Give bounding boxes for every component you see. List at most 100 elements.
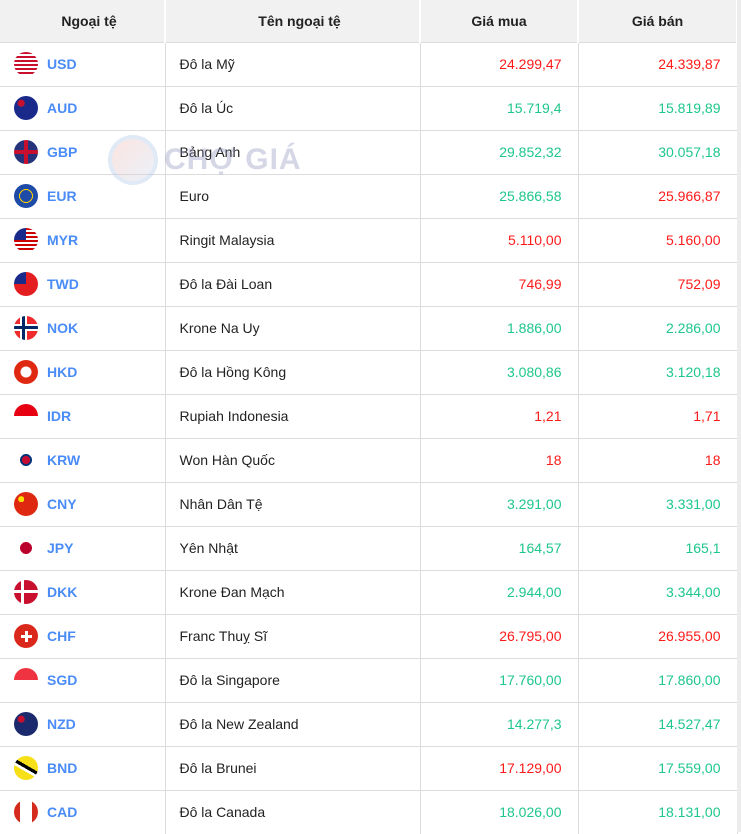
currency-name: Ringit Malaysia xyxy=(165,217,421,262)
sell-price: 14.527,47 xyxy=(578,701,738,746)
currency-code-cell: EUR xyxy=(0,173,166,218)
table-row: IDR Rupiah Indonesia 1,21 1,71 xyxy=(0,393,738,438)
currency-code-link[interactable]: IDR xyxy=(47,408,72,424)
currency-code-link[interactable]: JPY xyxy=(47,540,74,556)
sell-price: 15.819,89 xyxy=(578,85,738,130)
currency-code-cell: BND xyxy=(0,745,166,790)
currency-code-cell: TWD xyxy=(0,261,166,306)
currency-code-link[interactable]: MYR xyxy=(47,232,79,248)
currency-code-link[interactable]: AUD xyxy=(47,100,78,116)
currency-code-cell: CAD xyxy=(0,789,166,834)
sell-price: 25.966,87 xyxy=(578,173,738,218)
sell-price: 3.331,00 xyxy=(578,481,738,526)
buy-price: 17.760,00 xyxy=(420,657,579,702)
buy-price: 15.719,4 xyxy=(420,85,579,130)
currency-code-link[interactable]: CHF xyxy=(47,628,76,644)
cn-flag-icon xyxy=(14,492,38,516)
nz-flag-icon xyxy=(14,712,38,736)
ch-flag-icon xyxy=(14,624,38,648)
sell-price: 30.057,18 xyxy=(578,129,738,174)
currency-name: Rupiah Indonesia xyxy=(165,393,421,438)
table-row: AUD Đô la Úc 15.719,4 15.819,89 xyxy=(0,85,738,130)
currency-code-cell: DKK xyxy=(0,569,166,614)
table-row: CHF Franc Thuỵ Sĩ 26.795,00 26.955,00 xyxy=(0,613,738,658)
buy-price: 17.129,00 xyxy=(420,745,579,790)
currency-code-link[interactable]: KRW xyxy=(47,452,81,468)
sell-price: 2.286,00 xyxy=(578,305,738,350)
sell-price: 24.339,87 xyxy=(578,41,738,86)
table-row: MYR Ringit Malaysia 5.110,00 5.160,00 xyxy=(0,217,738,262)
tw-flag-icon xyxy=(14,272,38,296)
sell-price: 165,1 xyxy=(578,525,738,570)
gb-flag-icon xyxy=(14,140,38,164)
buy-price: 18.026,00 xyxy=(420,789,579,834)
currency-code-cell: IDR xyxy=(0,393,166,438)
currency-name: Đô la Canada xyxy=(165,789,421,834)
currency-code-link[interactable]: USD xyxy=(47,56,77,72)
currency-code-cell: JPY xyxy=(0,525,166,570)
dk-flag-icon xyxy=(14,580,38,604)
sell-price: 18.131,00 xyxy=(578,789,738,834)
currency-name: Krone Na Uy xyxy=(165,305,421,350)
table-row: KRW Won Hàn Quốc 18 18 xyxy=(0,437,738,482)
currency-code-link[interactable]: BND xyxy=(47,760,78,776)
eu-flag-icon xyxy=(14,184,38,208)
scrollbar-track[interactable] xyxy=(737,0,741,832)
buy-price: 5.110,00 xyxy=(420,217,579,262)
sg-flag-icon xyxy=(14,668,38,692)
currency-name: Yên Nhật xyxy=(165,525,421,570)
header-name[interactable]: Tên ngoại tệ xyxy=(165,0,421,42)
currency-code-link[interactable]: NZD xyxy=(47,716,76,732)
sell-price: 1,71 xyxy=(578,393,738,438)
buy-price: 25.866,58 xyxy=(420,173,579,218)
us-flag-icon xyxy=(14,52,38,76)
currency-name: Euro xyxy=(165,173,421,218)
table-row: GBP Bảng Anh 29.852,32 30.057,18 xyxy=(0,129,738,174)
currency-code-link[interactable]: CNY xyxy=(47,496,77,512)
currency-code-link[interactable]: NOK xyxy=(47,320,79,336)
currency-name: Franc Thuỵ Sĩ xyxy=(165,613,421,658)
currency-code-link[interactable]: CAD xyxy=(47,804,78,821)
buy-price: 164,57 xyxy=(420,525,579,570)
currency-name: Bảng Anh xyxy=(165,129,421,174)
header-buy[interactable]: Giá mua xyxy=(420,0,579,42)
table-row: TWD Đô la Đài Loan 746,99 752,09 xyxy=(0,261,738,306)
currency-code-link[interactable]: EUR xyxy=(47,188,77,204)
buy-price: 3.291,00 xyxy=(420,481,579,526)
header-code[interactable]: Ngoại tệ xyxy=(0,0,166,42)
buy-price: 2.944,00 xyxy=(420,569,579,614)
sell-price: 752,09 xyxy=(578,261,738,306)
sell-price: 5.160,00 xyxy=(578,217,738,262)
table-row: NOK Krone Na Uy 1.886,00 2.286,00 xyxy=(0,305,738,350)
currency-code-link[interactable]: HKD xyxy=(47,364,78,380)
currency-code-cell: USD xyxy=(0,41,166,86)
currency-code-link[interactable]: DKK xyxy=(47,584,78,600)
currency-code-cell: SGD xyxy=(0,657,166,702)
currency-code-link[interactable]: TWD xyxy=(47,276,79,292)
sell-price: 3.120,18 xyxy=(578,349,738,394)
table-header: Ngoại tệ Tên ngoại tệ Giá mua Giá bán xyxy=(0,0,738,42)
currency-name: Đô la New Zealand xyxy=(165,701,421,746)
currency-code-cell: KRW xyxy=(0,437,166,482)
buy-price: 26.795,00 xyxy=(420,613,579,658)
currency-code-cell: NZD xyxy=(0,701,166,746)
sell-price: 18 xyxy=(578,437,738,482)
currency-code-link[interactable]: GBP xyxy=(47,144,78,160)
hk-flag-icon xyxy=(14,360,38,384)
buy-price: 1.886,00 xyxy=(420,305,579,350)
buy-price: 29.852,32 xyxy=(420,129,579,174)
jp-flag-icon xyxy=(14,536,38,560)
no-flag-icon xyxy=(14,316,38,340)
currency-code-link[interactable]: SGD xyxy=(47,672,78,688)
sell-price: 26.955,00 xyxy=(578,613,738,658)
header-sell[interactable]: Giá bán xyxy=(578,0,738,42)
buy-price: 18 xyxy=(420,437,579,482)
table-row: DKK Krone Đan Mạch 2.944,00 3.344,00 xyxy=(0,569,738,614)
table-row: EUR Euro 25.866,58 25.966,87 xyxy=(0,173,738,218)
currency-name: Đô la Hồng Kông xyxy=(165,349,421,394)
sell-price: 17.860,00 xyxy=(578,657,738,702)
currency-name: Đô la Đài Loan xyxy=(165,261,421,306)
currency-name: Đô la Úc xyxy=(165,85,421,130)
table-row: SGD Đô la Singapore 17.760,00 17.860,00 xyxy=(0,657,738,702)
